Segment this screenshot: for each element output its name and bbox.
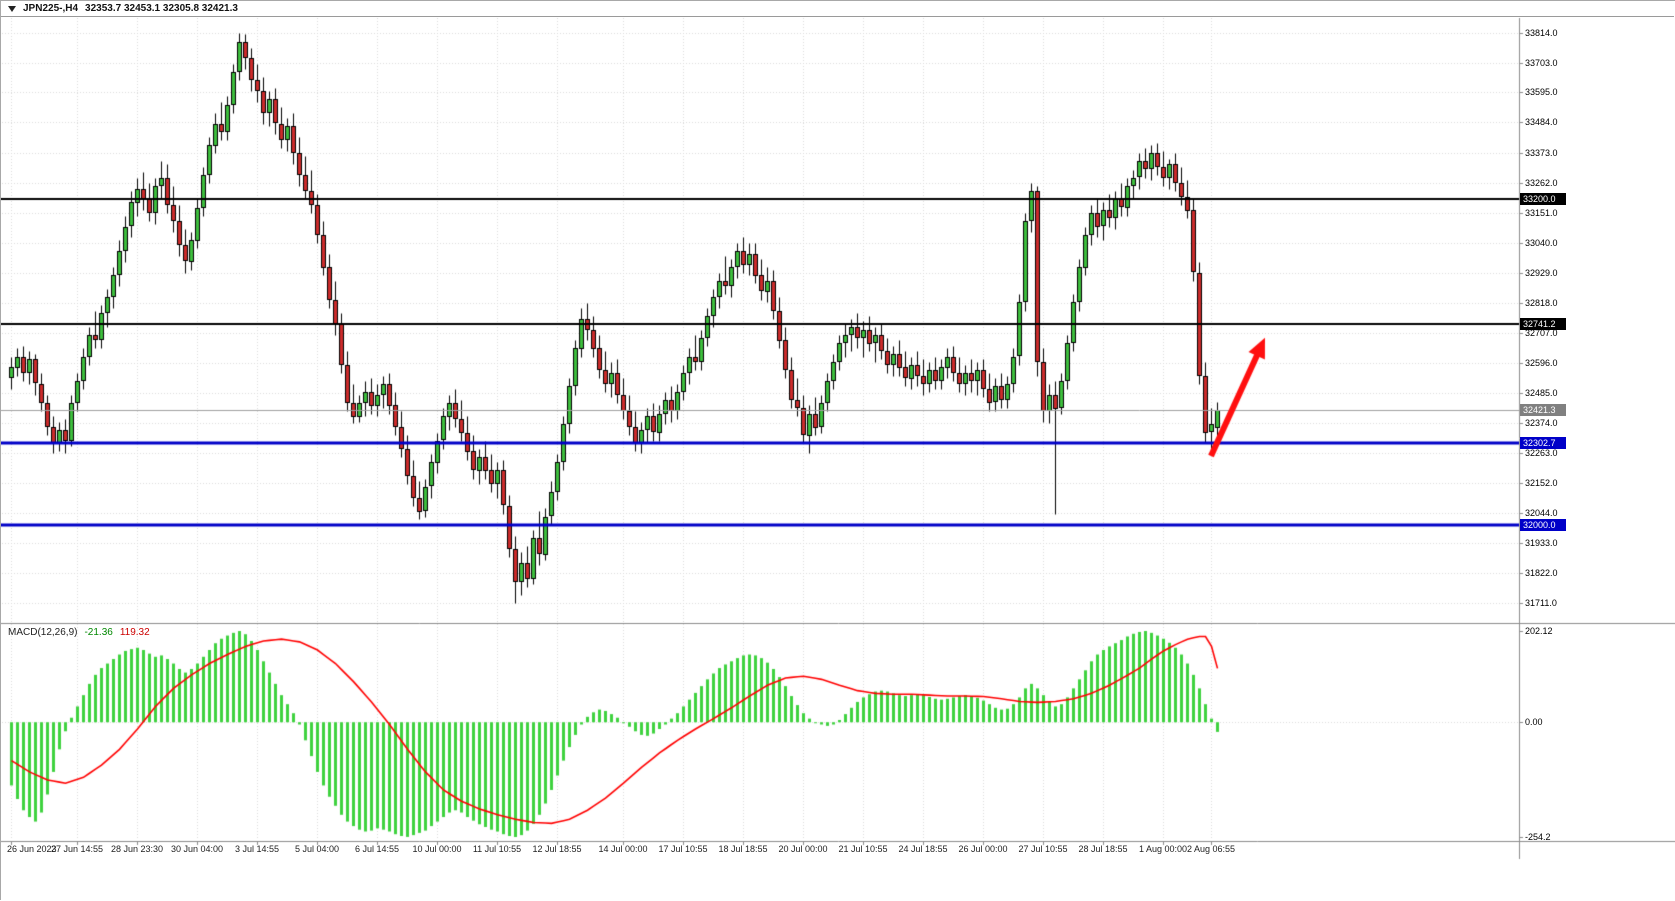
- price-axis-label: 31933.0: [1525, 537, 1558, 548]
- macd-name-label: MACD(12,26,9): [8, 627, 78, 638]
- chart-menu-triangle-icon[interactable]: [8, 5, 16, 12]
- price-axis-label: 33151.0: [1525, 207, 1558, 218]
- price-level-badge: 32302.7: [1520, 436, 1566, 449]
- price-axis-label: 32044.0: [1525, 507, 1558, 518]
- time-axis-label: 28 Jun 23:30: [110, 844, 164, 854]
- price-axis-label: 32596.0: [1525, 358, 1558, 369]
- time-axis-label: 10 Jul 00:00: [412, 844, 462, 854]
- time-axis-label: 1 Aug 00:00: [1138, 844, 1188, 854]
- price-level-badge: 32421.3: [1520, 404, 1566, 417]
- ohlc-readout: 32353.7 32453.1 32305.8 32421.3: [85, 3, 238, 14]
- price-axis-label: 33484.0: [1525, 117, 1558, 128]
- price-level-badge: 32000.0: [1520, 518, 1566, 531]
- time-axis-label: 27 Jul 10:55: [1018, 844, 1068, 854]
- price-axis-label: 31822.0: [1525, 567, 1558, 578]
- price-axis-label: 32818.0: [1525, 297, 1558, 308]
- price-axis-label: 33040.0: [1525, 237, 1558, 248]
- price-axis-label: 33814.0: [1525, 28, 1558, 38]
- price-axis-label: 32485.0: [1525, 388, 1558, 399]
- time-axis-label: 24 Jul 18:55: [898, 844, 948, 854]
- time-axis-label: 3 Jul 14:55: [234, 844, 280, 854]
- macd-signal-value: 119.32: [119, 627, 150, 638]
- time-axis-label: 2 Aug 06:55: [1186, 844, 1236, 854]
- macd-scale-max-label: 202.12: [1525, 626, 1553, 636]
- price-axis-label: 33595.0: [1525, 87, 1558, 98]
- time-axis-label: 11 Jul 10:55: [472, 844, 522, 854]
- time-axis-label: 12 Jul 18:55: [532, 844, 582, 854]
- time-axis-label: 21 Jul 10:55: [838, 844, 888, 854]
- price-axis-label: 33703.0: [1525, 58, 1558, 69]
- price-axis-label: 32707.0: [1525, 328, 1558, 339]
- symbol-period-label: JPN225-,H4: [23, 3, 79, 14]
- chart-title-bar: JPN225-,H4 32353.7 32453.1 32305.8 32421…: [1, 1, 1674, 17]
- price-level-badge: 33200.0: [1520, 193, 1566, 206]
- price-level-badge: 32741.2: [1520, 317, 1566, 330]
- time-axis-label: 26 Jun 2023: [7, 844, 57, 854]
- price-axis-label: 32374.0: [1525, 418, 1558, 429]
- time-axis-label: 6 Jul 14:55: [354, 844, 400, 854]
- time-axis-label: 18 Jul 18:55: [718, 844, 768, 854]
- price-axis-label: 32263.0: [1525, 448, 1558, 459]
- time-axis-label: 27 Jun 14:55: [50, 844, 104, 854]
- time-axis-label: 28 Jul 18:55: [1078, 844, 1128, 854]
- macd-indicator-label: MACD(12,26,9) -21.36 119.32: [8, 627, 150, 638]
- price-axis-label: 32929.0: [1525, 267, 1558, 278]
- macd-scale-zero-label: 0.00: [1525, 717, 1543, 728]
- time-axis-label: 26 Jul 00:00: [958, 844, 1008, 854]
- macd-main-value: -21.36: [84, 627, 113, 638]
- price-axis-label: 33262.0: [1525, 177, 1558, 188]
- time-axis-label: 17 Jul 10:55: [658, 844, 708, 854]
- price-axis-label: 32152.0: [1525, 478, 1558, 489]
- price-axis-label: 33373.0: [1525, 147, 1558, 158]
- time-axis-label: 30 Jun 04:00: [170, 844, 224, 854]
- time-axis-label: 5 Jul 04:00: [294, 844, 340, 854]
- price-axis-label: 31711.0: [1525, 598, 1557, 608]
- time-axis-label: 14 Jul 00:00: [598, 844, 648, 854]
- time-axis-label: 20 Jul 00:00: [778, 844, 828, 854]
- macd-scale-min-label: -254.2: [1525, 832, 1551, 842]
